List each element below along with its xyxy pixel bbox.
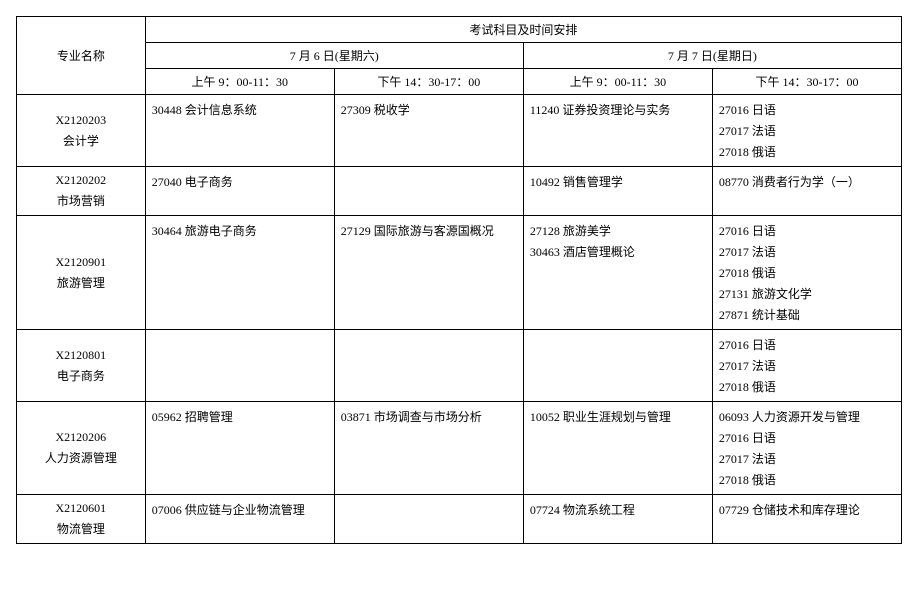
- major-cell: X2120202市场营销: [17, 167, 146, 216]
- course-entry: 27017 法语: [719, 241, 895, 262]
- header-session1: 上午 9：00-11：30: [145, 69, 334, 95]
- header-day2: 7 月 7 日(星期日): [523, 43, 901, 69]
- schedule-cell: 03871 市场调查与市场分析: [334, 402, 523, 495]
- major-code: X2120202: [23, 171, 139, 190]
- course-entry: 30464 旅游电子商务: [152, 220, 328, 241]
- header-top: 考试科目及时间安排: [145, 17, 901, 43]
- course-entry: 27309 税收学: [341, 99, 517, 120]
- header-session4: 下午 14：30-17：00: [712, 69, 901, 95]
- course-entry: 27129 国际旅游与客源国概况: [341, 220, 517, 241]
- major-cell: X2120801电子商务: [17, 330, 146, 402]
- schedule-cell: 08770 消费者行为学（一）: [712, 167, 901, 216]
- major-cell: X2120901旅游管理: [17, 216, 146, 330]
- header-session3: 上午 9：00-11：30: [523, 69, 712, 95]
- schedule-cell: 27016 日语27017 法语27018 俄语27131 旅游文化学27871…: [712, 216, 901, 330]
- table-row: X2120202市场营销 27040 电子商务 10492 销售管理学 08770 消…: [17, 167, 902, 216]
- schedule-cell: [523, 330, 712, 402]
- major-code: X2120601: [23, 499, 139, 518]
- major-code: X2120206: [23, 428, 139, 447]
- course-entry: 30463 酒店管理概论: [530, 241, 706, 262]
- course-entry: 27018 俄语: [719, 376, 895, 397]
- schedule-cell: [145, 330, 334, 402]
- schedule-cell: 07006 供应链与企业物流管理: [145, 495, 334, 544]
- schedule-cell: 27128 旅游美学30463 酒店管理概论: [523, 216, 712, 330]
- major-cell: X2120203会计学: [17, 95, 146, 167]
- course-entry: 27131 旅游文化学: [719, 283, 895, 304]
- schedule-cell: 27309 税收学: [334, 95, 523, 167]
- exam-schedule-table: 专业名称 考试科目及时间安排 7 月 6 日(星期六) 7 月 7 日(星期日)…: [16, 16, 902, 544]
- course-entry: 27128 旅游美学: [530, 220, 706, 241]
- schedule-cell: 27040 电子商务: [145, 167, 334, 216]
- course-entry: 30448 会计信息系统: [152, 99, 328, 120]
- table-body: X2120203会计学 30448 会计信息系统 27309 税收学 11240 证券…: [17, 95, 902, 544]
- schedule-cell: [334, 495, 523, 544]
- course-entry: 27016 日语: [719, 99, 895, 120]
- course-entry: 27018 俄语: [719, 262, 895, 283]
- major-name: 会计学: [23, 130, 139, 151]
- schedule-cell: [334, 330, 523, 402]
- schedule-cell: 07729 仓储技术和库存理论: [712, 495, 901, 544]
- course-entry: 27017 法语: [719, 355, 895, 376]
- course-entry: 27018 俄语: [719, 469, 895, 490]
- major-code: X2120801: [23, 346, 139, 365]
- schedule-cell: 11240 证券投资理论与实务: [523, 95, 712, 167]
- schedule-cell: 27129 国际旅游与客源国概况: [334, 216, 523, 330]
- table-row: X2120901旅游管理 30464 旅游电子商务 27129 国际旅游与客源国概况…: [17, 216, 902, 330]
- course-entry: 11240 证券投资理论与实务: [530, 99, 706, 120]
- header-major: 专业名称: [17, 17, 146, 95]
- table-row: X2120203会计学 30448 会计信息系统 27309 税收学 11240 证券…: [17, 95, 902, 167]
- course-entry: 27017 法语: [719, 448, 895, 469]
- table-row: X2120801电子商务 27016 日语27017 法语27018 俄语: [17, 330, 902, 402]
- course-entry: 07729 仓储技术和库存理论: [719, 499, 895, 520]
- schedule-cell: 30448 会计信息系统: [145, 95, 334, 167]
- major-name: 电子商务: [23, 365, 139, 386]
- major-code: X2120901: [23, 253, 139, 272]
- major-name: 市场营销: [23, 190, 139, 211]
- schedule-cell: 27016 日语27017 法语27018 俄语: [712, 330, 901, 402]
- course-entry: 06093 人力资源开发与管理: [719, 406, 895, 427]
- course-entry: 05962 招聘管理: [152, 406, 328, 427]
- course-entry: 27871 统计基础: [719, 304, 895, 325]
- schedule-cell: 27016 日语27017 法语27018 俄语: [712, 95, 901, 167]
- major-name: 物流管理: [23, 518, 139, 539]
- course-entry: 27017 法语: [719, 120, 895, 141]
- course-entry: 27040 电子商务: [152, 171, 328, 192]
- table-row: X2120206人力资源管理 05962 招聘管理 03871 市场调查与市场分析 1…: [17, 402, 902, 495]
- course-entry: 08770 消费者行为学（一）: [719, 171, 895, 192]
- major-code: X2120203: [23, 111, 139, 130]
- course-entry: 27016 日语: [719, 427, 895, 448]
- major-name: 旅游管理: [23, 272, 139, 293]
- course-entry: 03871 市场调查与市场分析: [341, 406, 517, 427]
- course-entry: 27016 日语: [719, 334, 895, 355]
- course-entry: 07724 物流系统工程: [530, 499, 706, 520]
- course-entry: 10052 职业生涯规划与管理: [530, 406, 706, 427]
- course-entry: 07006 供应链与企业物流管理: [152, 499, 328, 520]
- header-day1: 7 月 6 日(星期六): [145, 43, 523, 69]
- schedule-cell: 30464 旅游电子商务: [145, 216, 334, 330]
- schedule-cell: 10052 职业生涯规划与管理: [523, 402, 712, 495]
- schedule-cell: 10492 销售管理学: [523, 167, 712, 216]
- major-cell: X2120206人力资源管理: [17, 402, 146, 495]
- major-name: 人力资源管理: [23, 447, 139, 468]
- header-session2: 下午 14：30-17：00: [334, 69, 523, 95]
- course-entry: 27018 俄语: [719, 141, 895, 162]
- schedule-cell: [334, 167, 523, 216]
- schedule-cell: 05962 招聘管理: [145, 402, 334, 495]
- course-entry: 10492 销售管理学: [530, 171, 706, 192]
- course-entry: 27016 日语: [719, 220, 895, 241]
- table-row: X2120601物流管理 07006 供应链与企业物流管理 07724 物流系统工程…: [17, 495, 902, 544]
- major-cell: X2120601物流管理: [17, 495, 146, 544]
- schedule-cell: 07724 物流系统工程: [523, 495, 712, 544]
- schedule-cell: 06093 人力资源开发与管理27016 日语27017 法语27018 俄语: [712, 402, 901, 495]
